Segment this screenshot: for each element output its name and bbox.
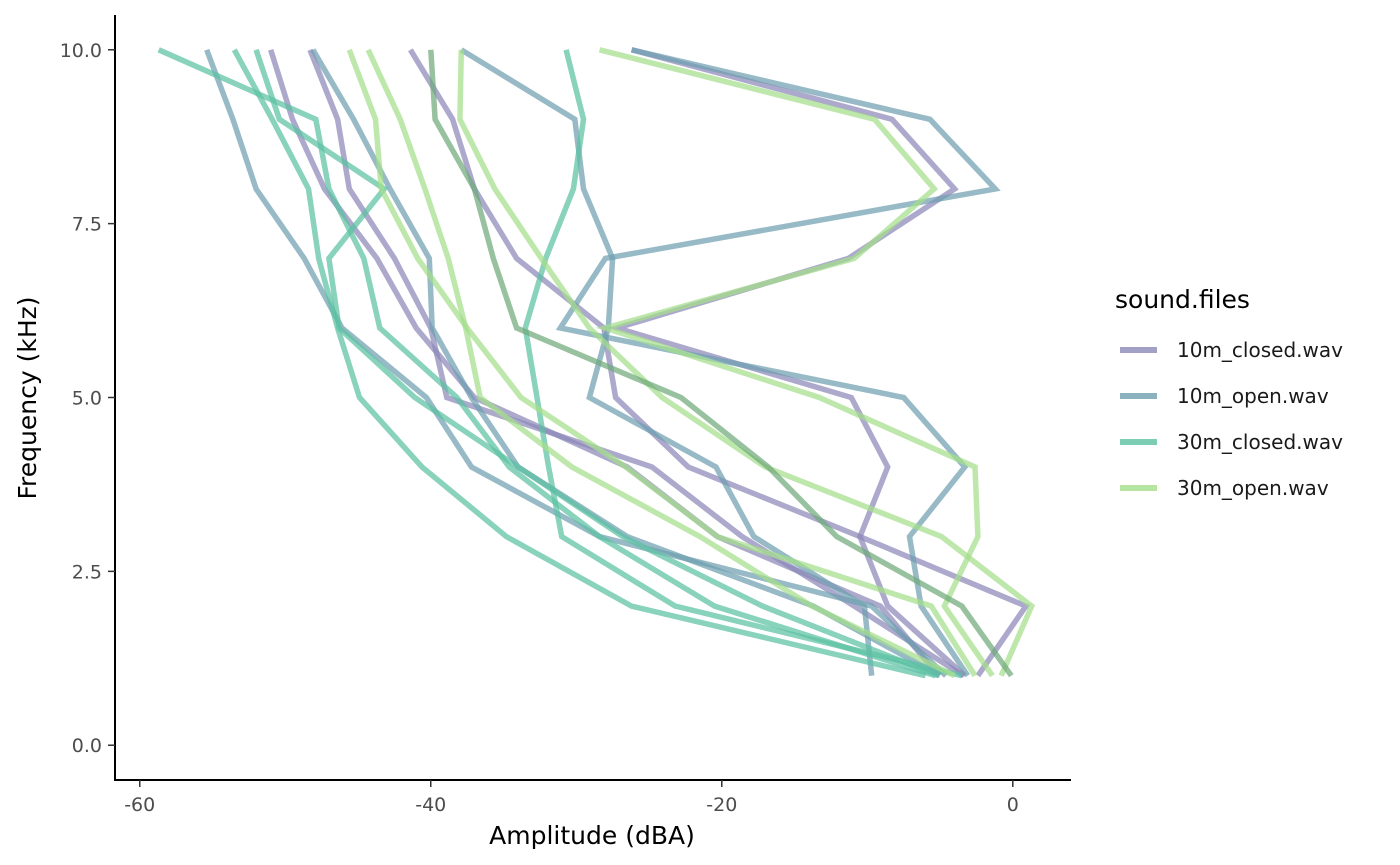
- legend-label: 10m_closed.wav: [1177, 338, 1343, 362]
- series-line-10m-open-wav-5: [310, 48, 942, 679]
- legend-title: sound.files: [1115, 285, 1250, 314]
- series-line-10m-closed-wav-0: [408, 48, 1031, 678]
- y-axis-title: Frequency (kHz): [13, 296, 42, 499]
- y-tick-label: 10.0: [60, 40, 102, 62]
- series-line-30m-closed-wav-11: [157, 47, 937, 679]
- series-line-30m-open-wav-12: [457, 49, 1036, 677]
- x-tick-label: -60: [124, 794, 155, 816]
- x-tick-label: 0: [1007, 794, 1019, 816]
- series-line-10m-open-wav-6: [555, 47, 1001, 678]
- y-tick-label: 0.0: [72, 735, 102, 757]
- series-line-10m-open-wav-7: [204, 48, 948, 678]
- y-tick-label: 7.5: [72, 214, 102, 236]
- legend-items: 10m_closed.wav 10m_open.wav 30m_closed.wav…: [1120, 338, 1343, 500]
- series-line-30m-closed-wav-8: [253, 48, 940, 679]
- legend-label: 10m_open.wav: [1177, 384, 1329, 408]
- series-line-30m-open-wav-13: [346, 48, 978, 678]
- y-tick-label: 2.5: [72, 561, 102, 583]
- series-line-30m-closed-wav-10: [231, 48, 927, 679]
- series-line-30m-open-wav-14: [365, 48, 956, 679]
- y-tick-label: 5.0: [72, 388, 102, 410]
- series-line-30m-closed-wav-9: [522, 49, 963, 679]
- legend-label: 30m_closed.wav: [1177, 430, 1343, 454]
- series-line-30m-open-wav-15: [595, 47, 995, 678]
- series-layer: [157, 47, 1036, 679]
- x-axis-ticks: -60 -40 -20 0: [124, 780, 1019, 816]
- series-line-30m-open-wav-16: [428, 49, 1014, 678]
- x-tick-label: -40: [415, 794, 446, 816]
- y-axis-ticks: 0.0 2.5 5.0 7.5 10.0: [60, 40, 115, 757]
- legend: sound.files 10m_closed.wav 10m_open.wav 30…: [1115, 285, 1343, 500]
- series-line-10m-closed-wav-3: [307, 48, 965, 679]
- x-axis-title: Amplitude (dBA): [489, 821, 695, 850]
- x-tick-label: -20: [706, 794, 737, 816]
- legend-label: 30m_open.wav: [1177, 476, 1329, 500]
